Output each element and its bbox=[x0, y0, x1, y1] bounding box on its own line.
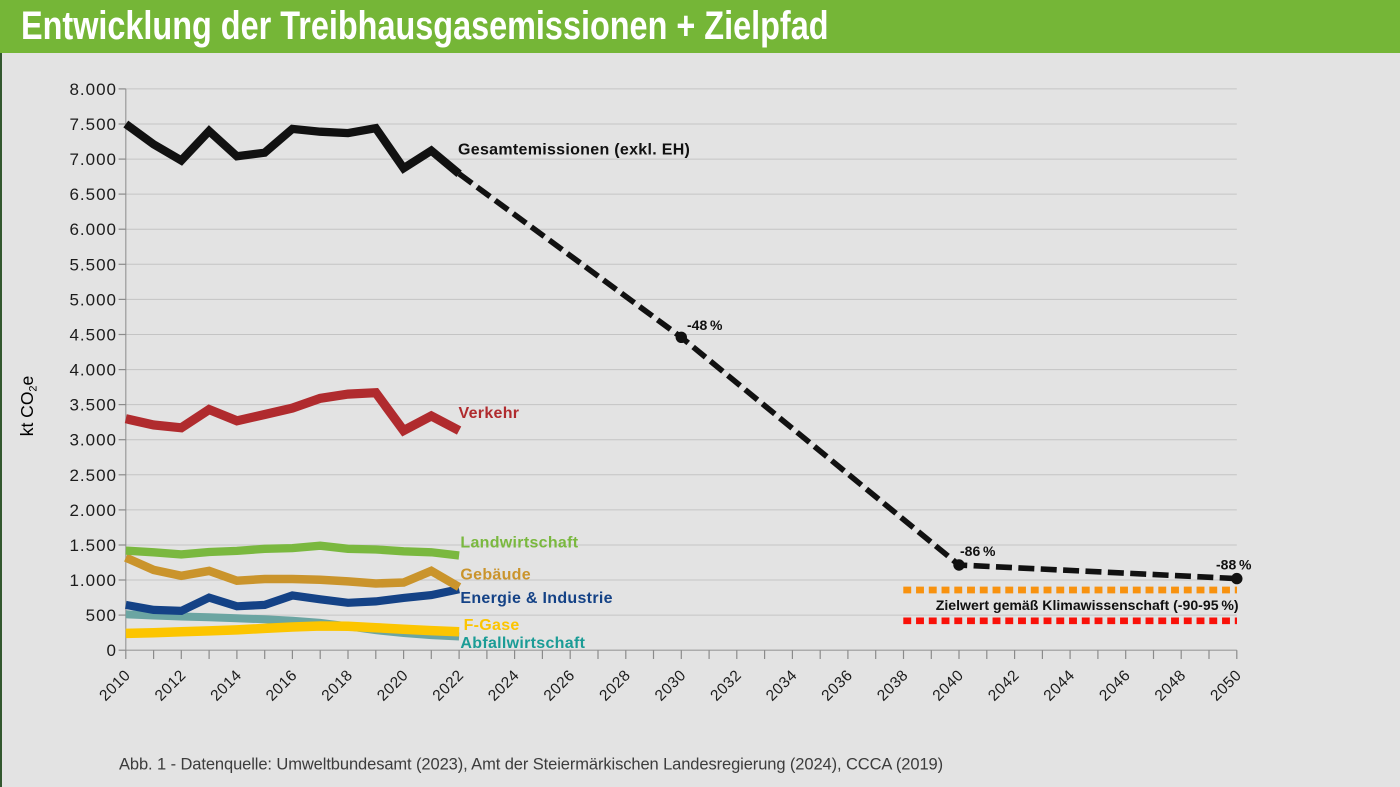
svg-text:2034: 2034 bbox=[763, 667, 801, 705]
svg-text:2016: 2016 bbox=[263, 667, 301, 705]
svg-text:5.000: 5.000 bbox=[69, 290, 117, 309]
svg-text:kt CO2e: kt CO2e bbox=[17, 376, 40, 437]
svg-text:-86 %: -86 % bbox=[960, 543, 996, 559]
svg-text:7.500: 7.500 bbox=[69, 115, 117, 134]
svg-text:0: 0 bbox=[107, 641, 117, 660]
svg-text:5.500: 5.500 bbox=[69, 255, 117, 274]
svg-text:-48 %: -48 % bbox=[687, 317, 723, 333]
svg-text:2014: 2014 bbox=[207, 667, 245, 705]
svg-text:2030: 2030 bbox=[652, 667, 690, 705]
svg-text:2028: 2028 bbox=[596, 667, 634, 705]
svg-text:3.500: 3.500 bbox=[69, 396, 117, 415]
svg-text:2040: 2040 bbox=[930, 667, 968, 705]
svg-text:2044: 2044 bbox=[1041, 667, 1079, 705]
svg-text:4.000: 4.000 bbox=[69, 361, 117, 380]
svg-text:2042: 2042 bbox=[985, 667, 1023, 705]
svg-text:3.000: 3.000 bbox=[69, 431, 117, 450]
svg-text:2018: 2018 bbox=[319, 667, 357, 705]
svg-text:6.000: 6.000 bbox=[69, 220, 117, 239]
svg-text:2024: 2024 bbox=[485, 667, 523, 705]
svg-text:4.500: 4.500 bbox=[69, 326, 117, 345]
svg-text:Verkehr: Verkehr bbox=[459, 405, 520, 422]
svg-text:2032: 2032 bbox=[707, 667, 745, 705]
svg-text:2012: 2012 bbox=[152, 667, 190, 705]
svg-text:2036: 2036 bbox=[818, 667, 856, 705]
svg-text:7.000: 7.000 bbox=[69, 150, 117, 169]
svg-text:1.000: 1.000 bbox=[69, 571, 117, 590]
svg-text:2038: 2038 bbox=[874, 667, 912, 705]
svg-text:2022: 2022 bbox=[430, 667, 468, 705]
svg-text:-88 %: -88 % bbox=[1216, 557, 1252, 573]
svg-text:1.500: 1.500 bbox=[69, 536, 117, 555]
svg-text:2010: 2010 bbox=[96, 667, 134, 705]
svg-text:2026: 2026 bbox=[541, 667, 579, 705]
svg-text:F-Gase: F-Gase bbox=[464, 617, 520, 634]
svg-text:2046: 2046 bbox=[1096, 667, 1134, 705]
svg-text:Energie & Industrie: Energie & Industrie bbox=[460, 590, 612, 607]
svg-text:Abfallwirtschaft: Abfallwirtschaft bbox=[460, 635, 585, 652]
svg-text:8.000: 8.000 bbox=[69, 80, 117, 99]
svg-text:2048: 2048 bbox=[1152, 667, 1190, 705]
svg-text:Zielwert gemäß Klimawissenscha: Zielwert gemäß Klimawissenschaft (-90-95… bbox=[936, 597, 1239, 613]
svg-text:500: 500 bbox=[86, 606, 117, 625]
svg-text:Abb. 1 - Datenquelle: Umweltbu: Abb. 1 - Datenquelle: Umweltbundesamt (2… bbox=[119, 756, 943, 774]
svg-text:6.500: 6.500 bbox=[69, 185, 117, 204]
svg-text:Gesamtemissionen (exkl. EH): Gesamtemissionen (exkl. EH) bbox=[458, 142, 690, 159]
svg-text:Gebäude: Gebäude bbox=[460, 566, 531, 583]
svg-text:Landwirtschaft: Landwirtschaft bbox=[460, 535, 578, 552]
svg-text:2.500: 2.500 bbox=[69, 466, 117, 485]
svg-text:2020: 2020 bbox=[374, 667, 412, 705]
svg-text:2.000: 2.000 bbox=[69, 501, 117, 520]
svg-text:2050: 2050 bbox=[1207, 667, 1245, 705]
